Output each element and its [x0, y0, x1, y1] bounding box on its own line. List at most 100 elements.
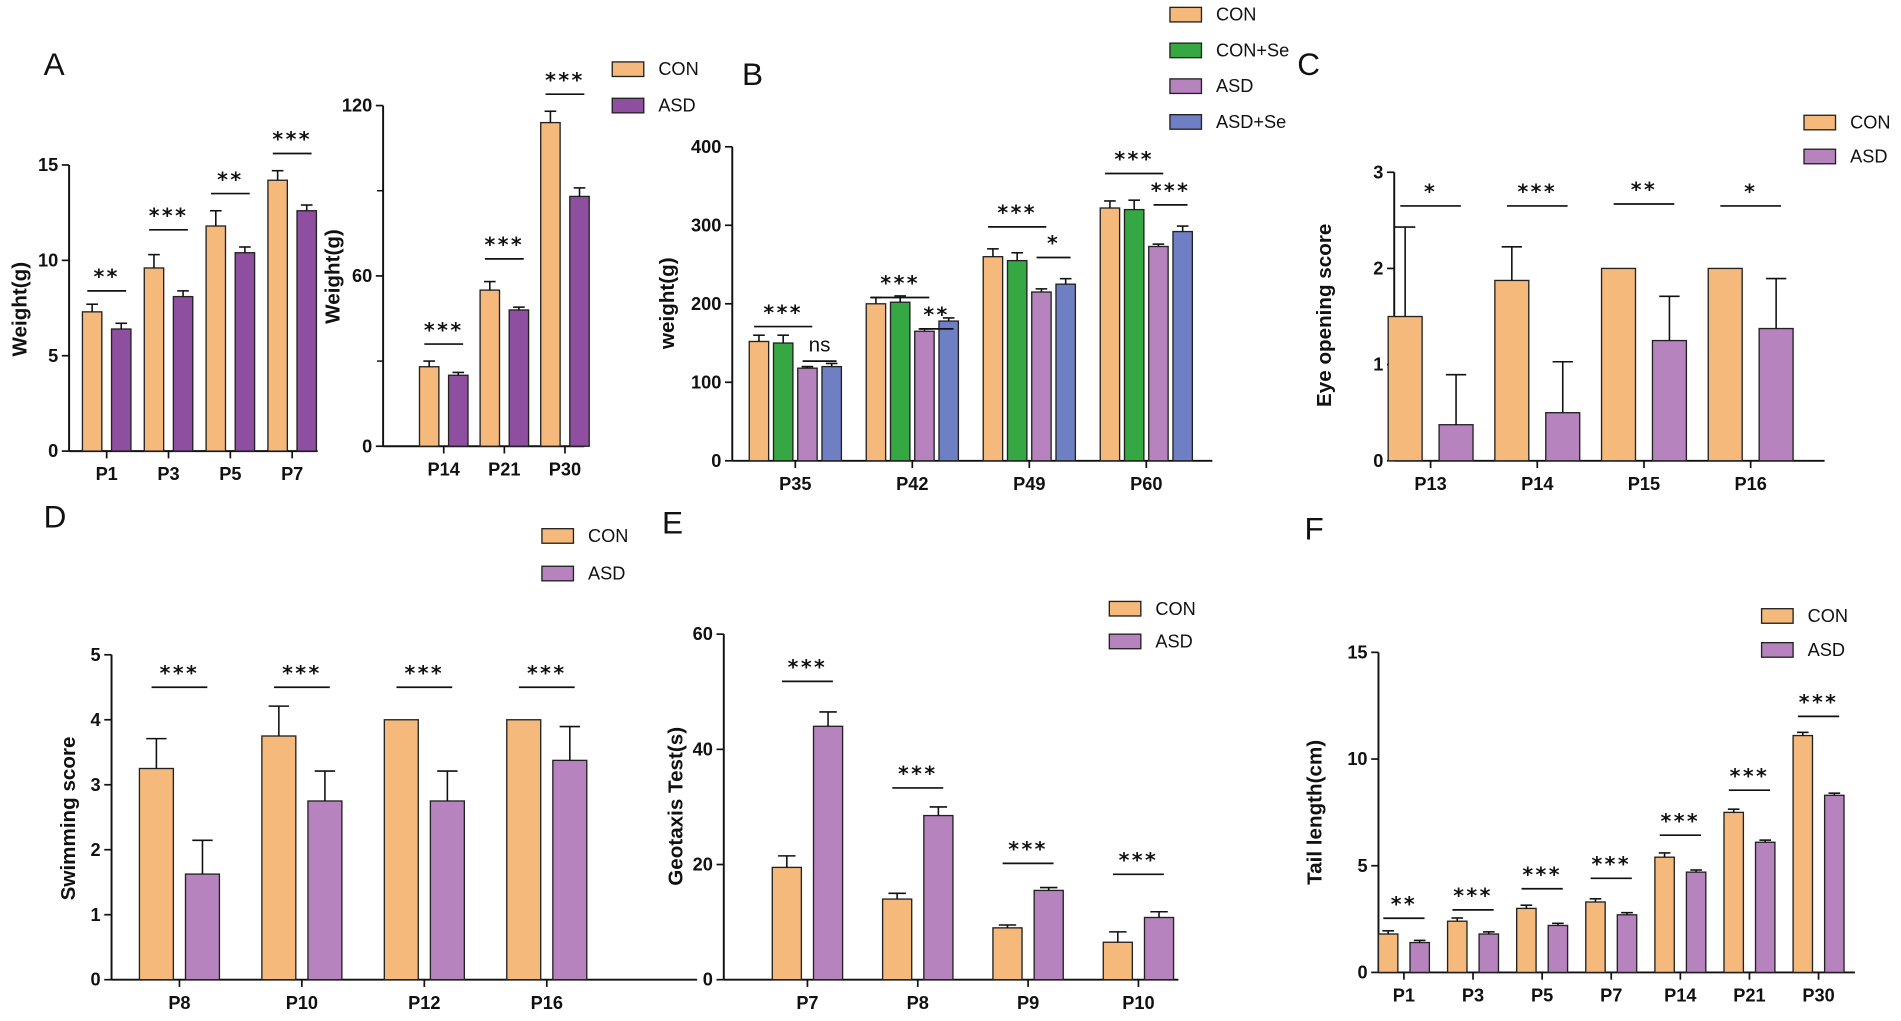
legend-label: ASD	[1808, 640, 1845, 660]
bar-con-p7	[267, 179, 288, 452]
bar-asd-p13	[1438, 424, 1474, 462]
bar-con-p7	[1585, 901, 1606, 974]
y-axis-label: Weight(g)	[321, 229, 344, 324]
x-tick-label: P13	[1414, 474, 1446, 494]
y-tick-label: 5	[1357, 856, 1367, 876]
legend-swatch	[1108, 633, 1142, 650]
bar-con-p8	[138, 767, 175, 981]
y-tick-label: 0	[1373, 451, 1383, 471]
bar-con-p14	[418, 366, 440, 447]
bar-asd-p16	[552, 759, 588, 981]
significance-label: ***	[1151, 179, 1191, 203]
significance-label: ***	[1591, 852, 1631, 876]
significance-label: *	[1047, 231, 1060, 255]
bar-con-p7	[771, 866, 803, 981]
x-tick-label: P7	[281, 464, 303, 484]
bar-con-se-p35	[772, 342, 794, 462]
bar-asd-p7	[812, 725, 844, 981]
significance-label: ***	[1119, 848, 1159, 872]
bar-asd-p9	[1033, 889, 1064, 981]
x-tick-label: P16	[531, 993, 563, 1013]
bar-con-p49	[982, 256, 1004, 462]
y-tick-label: 300	[691, 215, 721, 235]
legend-swatch	[1760, 641, 1794, 658]
significance-label: ***	[545, 68, 585, 92]
bar-asd-se-p60	[1172, 230, 1194, 462]
x-tick-label: P14	[1664, 986, 1697, 1006]
bar-asd-p5	[1547, 924, 1569, 974]
x-tick-label: P14	[428, 459, 461, 479]
bar-con-se-p42	[889, 301, 911, 462]
x-tick-label: P1	[96, 464, 118, 484]
bar-asd-p60	[1148, 245, 1169, 462]
bar-asd-se-p35	[821, 365, 843, 462]
legend-swatch	[1169, 42, 1203, 59]
x-tick-label: P10	[1122, 993, 1154, 1013]
panel-letter: A	[44, 46, 65, 82]
significance-label: **	[217, 167, 243, 191]
y-tick-label: 400	[691, 137, 721, 157]
significance-label: ***	[1522, 862, 1562, 886]
x-tick-label: P8	[168, 993, 190, 1013]
y-tick-label: 5	[91, 645, 101, 665]
legend-swatch	[611, 97, 645, 114]
legend-label: CON	[588, 526, 628, 546]
bar-asd-p35	[797, 367, 818, 462]
x-tick-label: P21	[1733, 986, 1765, 1006]
y-tick-label: 4	[91, 710, 102, 730]
x-tick-label: P49	[1013, 474, 1045, 494]
y-axis-label: Tail length(cm)	[1303, 740, 1326, 885]
x-tick-label: P3	[157, 464, 179, 484]
bar-asd-p1	[1409, 941, 1431, 974]
y-tick-label: 3	[91, 775, 101, 795]
bar-con-p9	[992, 927, 1023, 981]
legend-label: CON	[1850, 113, 1890, 133]
y-tick-label: 1	[91, 905, 101, 925]
y-tick-label: 120	[342, 96, 372, 116]
significance-label: ***	[1799, 690, 1839, 714]
y-tick-label: 15	[38, 155, 58, 175]
y-tick-label: 60	[352, 266, 372, 286]
x-tick-label: P5	[219, 464, 241, 484]
significance-label: *	[1424, 180, 1437, 204]
bar-asd-p8	[184, 873, 221, 981]
legend-label: ASD	[1155, 631, 1192, 651]
legend-swatch	[1803, 114, 1837, 131]
y-tick-label: 60	[693, 624, 713, 644]
x-tick-label: P12	[408, 993, 440, 1013]
y-tick-label: 10	[1347, 749, 1367, 769]
x-tick-label: P42	[896, 474, 928, 494]
x-tick-label: P60	[1130, 474, 1162, 494]
legend-label: ASD	[1216, 76, 1253, 96]
x-tick-label: P3	[1462, 986, 1484, 1006]
bar-asd-p14	[1685, 871, 1707, 974]
y-tick-label: 5	[48, 346, 58, 366]
significance-label: **	[923, 303, 949, 327]
legend-swatch	[1169, 6, 1203, 23]
significance-label: ***	[282, 661, 322, 685]
significance-label: ***	[424, 318, 464, 342]
x-tick-label: P7	[796, 993, 818, 1013]
bar-con-p14	[1494, 279, 1530, 462]
y-axis-label: Weight(g)	[9, 262, 32, 357]
bar-asd-p21	[508, 309, 530, 447]
significance-label: ***	[1114, 147, 1154, 171]
legend-label: ASD	[1850, 147, 1887, 167]
bar-asd-se-p42	[938, 320, 960, 462]
bar-con-se-p49	[1006, 259, 1028, 462]
bar-asd-p8	[923, 814, 954, 981]
y-tick-label: 0	[1357, 962, 1367, 982]
x-tick-label: P16	[1734, 474, 1766, 494]
legend-label: CON	[1216, 5, 1256, 25]
legend-swatch	[611, 61, 645, 78]
bar-con-p5	[205, 225, 227, 452]
significance-label: *	[1744, 180, 1757, 204]
x-tick-label: P14	[1521, 474, 1554, 494]
legend-swatch	[1169, 78, 1203, 95]
bar-con-p21	[479, 289, 501, 447]
y-tick-label: 0	[362, 436, 372, 456]
legend-label: ASD	[658, 96, 695, 116]
bar-asd-p10	[1143, 916, 1175, 981]
